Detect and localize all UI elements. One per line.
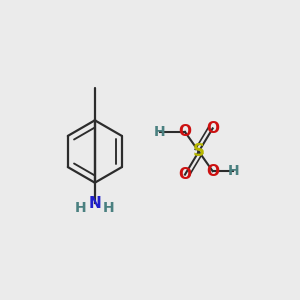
Text: S: S [193, 142, 205, 160]
Text: O: O [206, 121, 219, 136]
Text: H: H [75, 201, 87, 215]
Text: H: H [228, 164, 239, 178]
Text: H: H [103, 201, 115, 215]
Text: O: O [178, 124, 191, 140]
Text: H: H [154, 125, 165, 139]
Text: O: O [206, 164, 219, 178]
Text: O: O [178, 167, 191, 182]
Text: N: N [88, 196, 101, 211]
